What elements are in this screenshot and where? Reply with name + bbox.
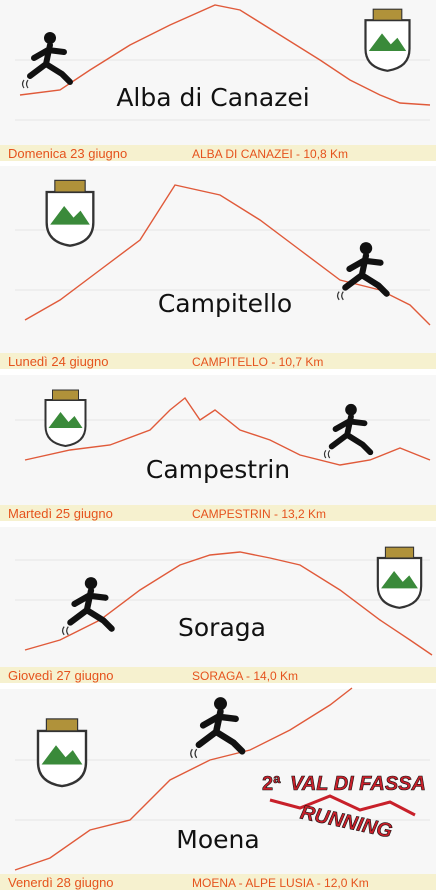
page: Alba di Canazei Domenica 23 giugno ALBA … bbox=[0, 0, 436, 890]
stage-caption: SORAGA - 14,0 Km bbox=[192, 669, 298, 683]
logo-title: VAL DI FASSA bbox=[290, 773, 426, 795]
stage-name: Campestrin bbox=[146, 455, 290, 484]
stage-name: Campitello bbox=[158, 289, 292, 318]
stage-caption: ALBA DI CANAZEI - 10,8 Km bbox=[192, 147, 348, 161]
stage-day: Domenica 23 giugno bbox=[8, 146, 127, 161]
stage-caption: MOENA - ALPE LUSIA - 12,0 Km bbox=[192, 876, 369, 890]
stage-name: Alba di Canazei bbox=[116, 83, 309, 112]
stage-caption: CAMPESTRIN - 13,2 Km bbox=[192, 507, 326, 521]
stage-day: Martedì 25 giugno bbox=[8, 506, 113, 521]
stage-day: Lunedì 24 giugno bbox=[8, 354, 108, 369]
poster: Alba di Canazei Domenica 23 giugno ALBA … bbox=[0, 0, 436, 890]
stage-day: Venerdì 28 giugno bbox=[8, 875, 114, 890]
stage-name: Moena bbox=[176, 825, 259, 854]
stage-caption: CAMPITELLO - 10,7 Km bbox=[192, 355, 323, 369]
logo-ordinal: 2ª bbox=[262, 773, 281, 795]
stage-day: Giovedì 27 giugno bbox=[8, 668, 114, 683]
stage-name: Soraga bbox=[178, 613, 266, 642]
